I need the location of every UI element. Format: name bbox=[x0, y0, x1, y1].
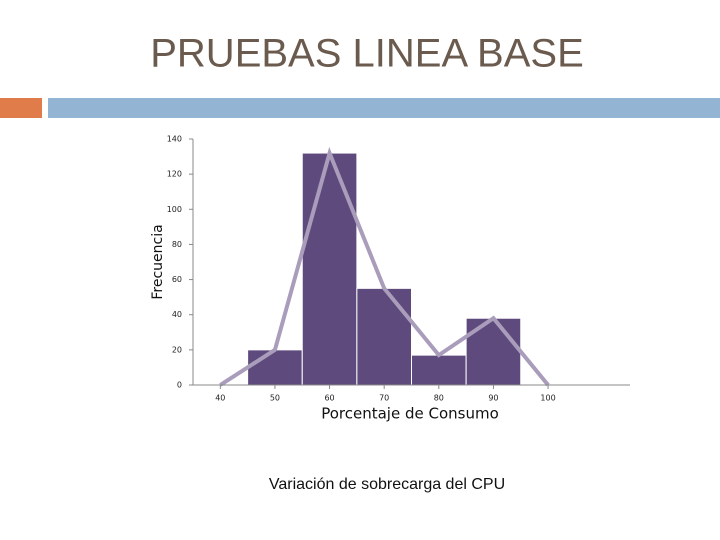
y-tick-label: 20 bbox=[172, 345, 182, 354]
y-tick-label: 80 bbox=[172, 240, 182, 249]
accent-square bbox=[0, 98, 42, 118]
x-tick-label: 60 bbox=[324, 394, 334, 403]
bar bbox=[356, 287, 412, 386]
bar bbox=[247, 349, 303, 386]
y-tick-label: 100 bbox=[167, 205, 182, 214]
frequency-polygon bbox=[219, 146, 550, 387]
x-tick-label: 80 bbox=[434, 394, 444, 403]
y-tick-label: 140 bbox=[167, 135, 182, 144]
x-axis-label: Porcentaje de Consumo bbox=[321, 405, 499, 423]
caption: Variación de sobrecarga del CPU bbox=[269, 476, 505, 493]
x-tick-label: 90 bbox=[488, 394, 498, 403]
accent-bar bbox=[48, 98, 720, 118]
x-tick-label: 40 bbox=[215, 394, 225, 403]
x-tick-label: 70 bbox=[379, 394, 389, 403]
y-axis-label: Frecuencia bbox=[150, 224, 166, 299]
slide-title: PRUEBAS LINEA BASE bbox=[150, 32, 584, 76]
x-tick-label: 50 bbox=[270, 394, 280, 403]
bar bbox=[411, 354, 467, 386]
y-tick-label: 120 bbox=[167, 170, 182, 179]
bar bbox=[465, 317, 522, 386]
bar bbox=[301, 152, 358, 386]
y-tick-label: 40 bbox=[172, 310, 182, 319]
y-tick-label: 0 bbox=[177, 381, 182, 390]
y-tick-label: 60 bbox=[172, 275, 182, 284]
x-tick-label: 100 bbox=[540, 394, 555, 403]
